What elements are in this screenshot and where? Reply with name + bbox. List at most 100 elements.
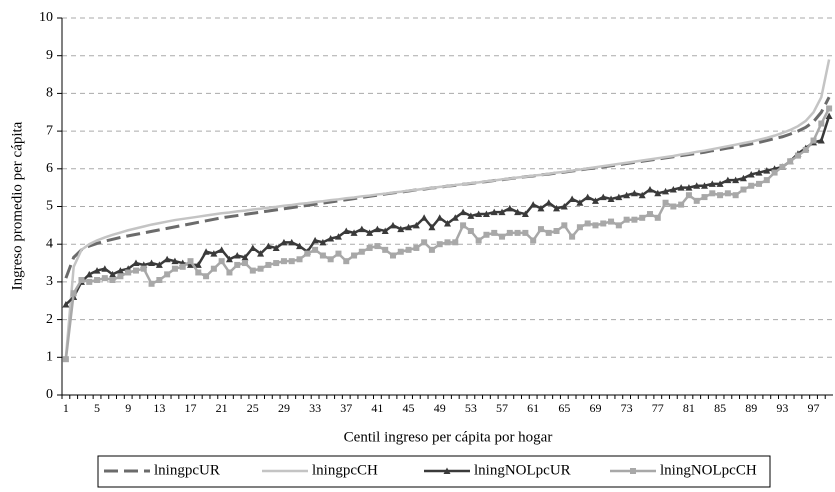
marker (156, 277, 163, 284)
marker (327, 235, 335, 242)
x-tick-label: 77 (652, 401, 664, 415)
marker (817, 137, 825, 144)
marker (514, 208, 522, 216)
x-tick-label: 65 (558, 401, 570, 415)
marker (194, 261, 202, 268)
marker (787, 158, 794, 165)
marker (498, 208, 506, 216)
marker (421, 239, 428, 246)
marker (116, 267, 124, 274)
marker (537, 226, 544, 233)
marker (273, 260, 280, 267)
x-tick-label: 13 (153, 401, 165, 415)
y-tick-label: 9 (46, 48, 53, 63)
marker (358, 248, 365, 255)
marker (623, 216, 630, 223)
marker (179, 263, 186, 270)
marker (499, 233, 506, 240)
y-tick-label: 8 (46, 86, 53, 101)
marker (654, 214, 661, 221)
marker (125, 269, 132, 276)
marker (630, 468, 636, 474)
marker (86, 278, 93, 285)
marker (630, 189, 638, 197)
marker (756, 180, 763, 187)
marker (452, 239, 459, 246)
marker (343, 258, 350, 265)
marker (755, 169, 763, 176)
y-tick-label: 6 (46, 161, 53, 176)
x-tick-label: 37 (340, 401, 352, 415)
marker (623, 191, 631, 199)
marker (576, 199, 584, 206)
marker (335, 250, 342, 257)
marker (148, 280, 155, 287)
x-tick-label: 93 (776, 401, 788, 415)
marker (747, 170, 755, 178)
legend-label: lningpcUR (154, 462, 220, 478)
x-tick-label: 89 (745, 401, 757, 415)
x-axis-label: Centil ingreso per cápita por hogar (344, 429, 553, 445)
marker (631, 216, 638, 223)
marker (763, 177, 770, 184)
marker (171, 265, 178, 272)
marker (70, 290, 77, 297)
marker (225, 255, 233, 263)
marker (218, 246, 226, 253)
marker (428, 246, 435, 253)
marker (164, 271, 171, 278)
marker (288, 258, 295, 265)
x-tick-label: 25 (247, 401, 259, 415)
marker (670, 203, 677, 210)
y-tick-label: 5 (46, 199, 53, 214)
marker (413, 244, 420, 251)
marker (101, 265, 109, 272)
marker (304, 250, 311, 257)
legend-box (97, 455, 771, 488)
x-tick-label: 29 (278, 401, 290, 415)
marker (171, 257, 179, 265)
x-tick-label: 97 (808, 401, 820, 415)
marker (109, 270, 117, 278)
marker (351, 252, 358, 259)
marker (600, 220, 607, 227)
marker (724, 176, 732, 184)
marker (195, 269, 202, 276)
series-line (64, 107, 831, 360)
marker (444, 219, 451, 227)
series (64, 59, 831, 358)
marker (257, 250, 265, 257)
marker (678, 201, 685, 208)
marker (506, 204, 514, 212)
y-axis-label: Ingreso promedio per cápita (9, 121, 25, 290)
marker (560, 203, 568, 210)
marker (592, 222, 599, 229)
marker (272, 244, 280, 251)
marker (568, 195, 576, 202)
marker (693, 182, 701, 189)
marker (569, 233, 576, 240)
marker (639, 214, 646, 221)
marker (389, 221, 397, 229)
legend-label: lningNOLpcUR (474, 462, 571, 478)
marker (210, 250, 218, 257)
marker (374, 243, 381, 250)
marker (615, 222, 622, 229)
marker (382, 246, 389, 253)
marker (748, 182, 755, 189)
y-tick-label: 2 (46, 312, 53, 327)
marker (311, 236, 319, 244)
x-tick-label: 85 (714, 401, 726, 415)
y-tick-label: 3 (46, 274, 53, 289)
marker (226, 269, 233, 276)
marker (654, 189, 662, 197)
marker (818, 120, 825, 127)
marker (459, 208, 467, 216)
marker (576, 224, 583, 231)
x-tick-label: 9 (125, 401, 131, 415)
marker (264, 242, 272, 250)
series (62, 105, 833, 363)
x-tick-label: 45 (403, 401, 415, 415)
x-tick-label: 69 (589, 401, 601, 415)
marker (646, 186, 654, 193)
